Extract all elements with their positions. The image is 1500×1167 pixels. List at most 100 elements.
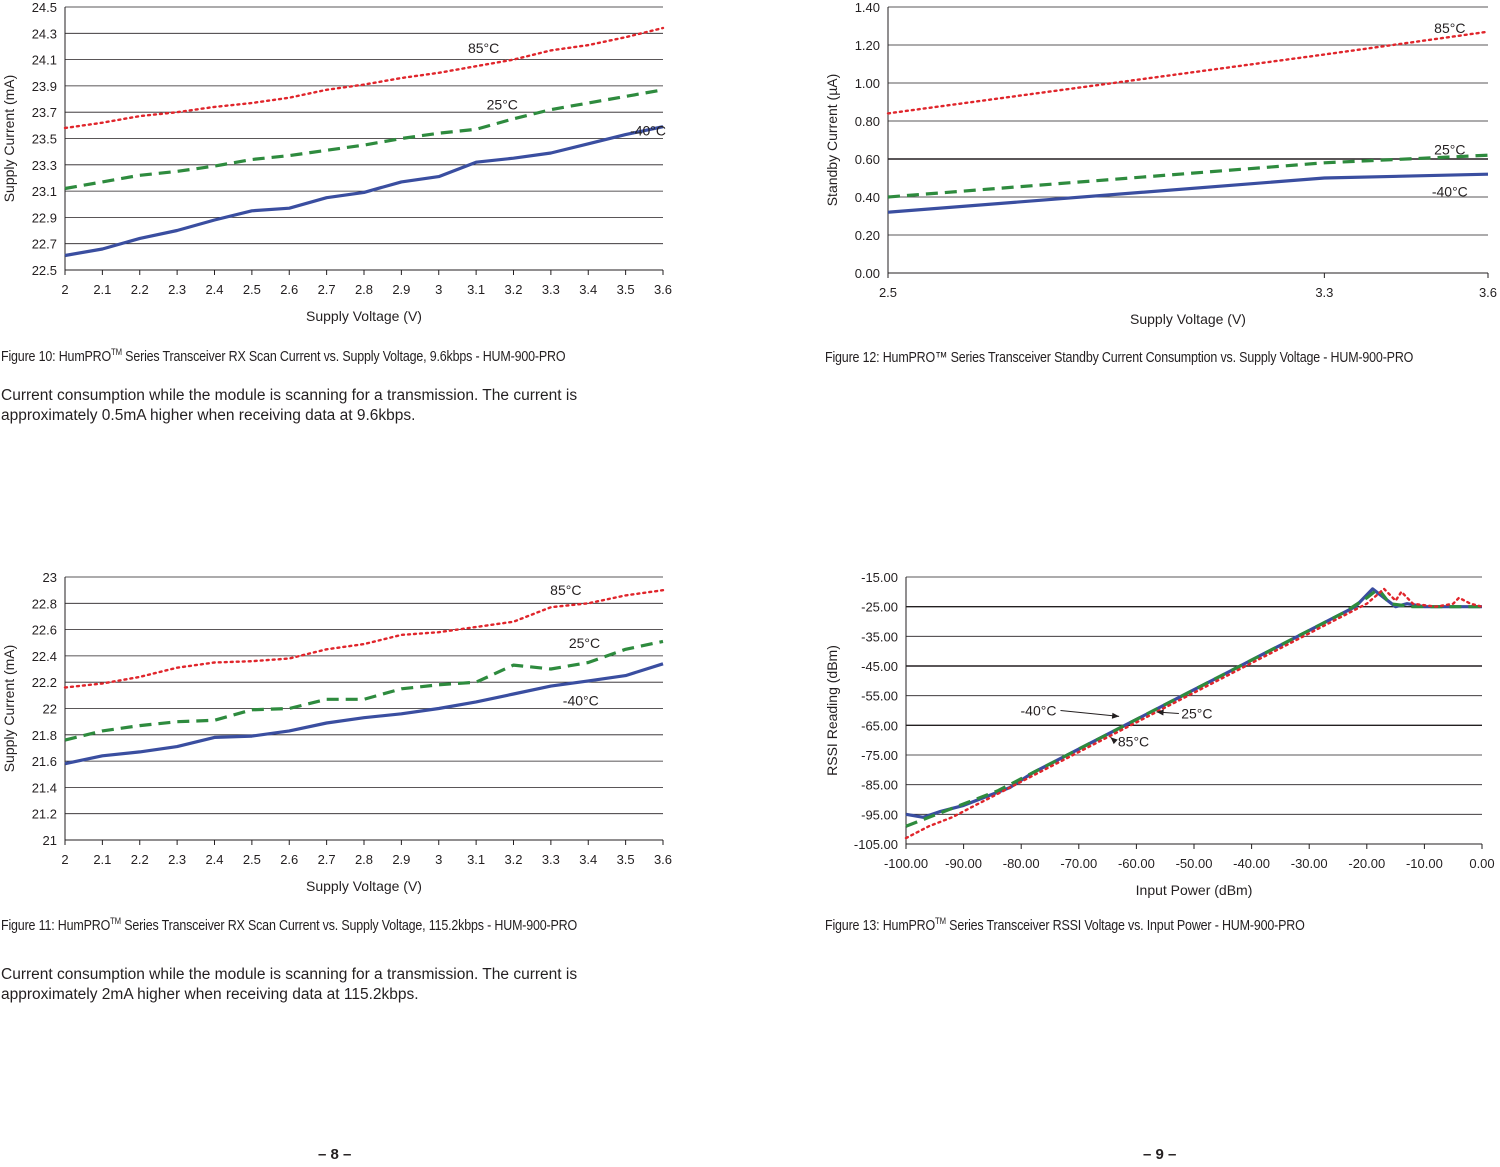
x-tick-label: 2.9 <box>392 852 410 867</box>
label-arrowhead <box>1156 709 1164 716</box>
x-tick-label: 3.3 <box>542 852 560 867</box>
x-tick-label: 2.3 <box>168 852 186 867</box>
y-tick-label: 0.40 <box>855 190 880 205</box>
x-tick-label: 0.00 <box>1469 856 1494 871</box>
y-tick-label: -25.00 <box>861 600 898 615</box>
y-tick-label: -35.00 <box>861 629 898 644</box>
series-line-dotted <box>63 26 665 130</box>
y-tick-label: 22.7 <box>32 237 57 252</box>
y-tick-label: 24.5 <box>32 0 57 15</box>
x-tick-label: 3.6 <box>654 282 672 297</box>
y-tick-label: 22.5 <box>32 263 57 278</box>
y-tick-label: 23.3 <box>32 158 57 173</box>
trademark-mark: TM <box>110 916 121 926</box>
x-tick-label: 2.5 <box>879 285 897 300</box>
y-tick-label: 1.40 <box>855 0 880 15</box>
x-tick-label: 3.2 <box>504 282 522 297</box>
y-tick-label: -65.00 <box>861 718 898 733</box>
page-number-left: – 8 – <box>318 1146 352 1163</box>
page-number-right: – 9 – <box>1143 1146 1177 1163</box>
x-tick-label: -40.00 <box>1233 856 1270 871</box>
x-tick-label: 3.3 <box>542 282 560 297</box>
series-label: -40°C <box>630 123 666 139</box>
x-axis-title: Supply Voltage (V) <box>306 878 422 894</box>
series-line-solid <box>64 662 664 766</box>
y-tick-label: 1.00 <box>855 76 880 91</box>
caption-fig11-text-2: Series Transceiver RX Scan Current vs. S… <box>120 917 578 934</box>
x-tick-label: 3.4 <box>579 282 597 297</box>
x-tick-label: 3.5 <box>617 852 635 867</box>
series-line-dotted <box>904 587 1484 840</box>
series-line-solid <box>64 125 664 258</box>
trademark-mark: TM <box>935 916 946 926</box>
x-tick-label: 3.3 <box>1315 285 1333 300</box>
y-axis-title: Supply Current (mA) <box>1 75 17 203</box>
caption-fig13-text-2: Series Transceiver RSSI Voltage vs. Inpu… <box>945 917 1305 934</box>
series-line-dotted <box>886 30 1490 115</box>
x-tick-label: 3.5 <box>617 282 635 297</box>
series-label: 85°C <box>550 582 581 598</box>
x-tick-label: 2 <box>61 852 68 867</box>
y-tick-label: 23.9 <box>32 79 57 94</box>
trademark-mark: TM <box>111 347 122 357</box>
series-line-dashed <box>887 153 1489 199</box>
series-line-solid <box>887 172 1489 214</box>
y-tick-label: 22 <box>43 702 57 717</box>
x-tick-label: 2.1 <box>93 282 111 297</box>
y-tick-label: 22.8 <box>32 596 57 611</box>
y-tick-label: 24.3 <box>32 26 57 41</box>
x-tick-label: 2.8 <box>355 852 373 867</box>
series-label: -40°C <box>1432 183 1468 199</box>
y-tick-label: 22.2 <box>32 675 57 690</box>
x-tick-label: 2.5 <box>243 282 261 297</box>
caption-fig10-text-2: Series Transceiver RX Scan Current vs. S… <box>121 348 566 365</box>
chart-fig13: -105.00 -95.00 -85.00 -75.00 -65.00 -55.00 -45… <box>824 570 1495 898</box>
x-tick-label: 2.4 <box>205 852 223 867</box>
x-axis-title: Input Power (dBm) <box>1136 882 1253 898</box>
y-tick-label: 0.00 <box>855 266 880 281</box>
x-tick-label: -50.00 <box>1176 856 1213 871</box>
y-tick-label: -85.00 <box>861 778 898 793</box>
caption-fig13: Figure 13: HumPROTM Series Transceiver R… <box>825 916 1305 934</box>
y-tick-label: -15.00 <box>861 570 898 585</box>
x-axis-title: Supply Voltage (V) <box>306 308 422 324</box>
y-tick-label: 21.2 <box>32 807 57 822</box>
series-label: 85°C <box>1118 734 1149 750</box>
caption-fig12: Figure 12: HumPRO™ Series Transceiver St… <box>825 350 1414 366</box>
y-tick-label: -45.00 <box>861 659 898 674</box>
x-tick-label: 3 <box>435 852 442 867</box>
caption-fig13-text: Figure 13: HumPRO <box>825 917 936 934</box>
x-tick-label: -60.00 <box>1118 856 1155 871</box>
y-tick-label: 21 <box>43 833 57 848</box>
y-tick-label: 24.1 <box>32 53 57 68</box>
y-tick-label: 22.6 <box>32 623 57 638</box>
caption-fig11-text: Figure 11: HumPRO <box>1 917 111 934</box>
x-tick-label: 2.8 <box>355 282 373 297</box>
y-tick-label: 22.4 <box>32 649 57 664</box>
series-line-dashed <box>64 88 664 191</box>
paragraph-1: Current consumption while the module is … <box>1 387 578 424</box>
y-tick-label: -75.00 <box>861 748 898 763</box>
x-tick-label: 3.1 <box>467 282 485 297</box>
series-label: 25°C <box>1434 142 1465 158</box>
series-label: 85°C <box>468 40 499 56</box>
paragraph-2: Current consumption while the module is … <box>1 966 578 1003</box>
x-tick-label: 2.6 <box>280 852 298 867</box>
series-line-solid <box>905 587 1482 819</box>
x-tick-label: 2.2 <box>131 852 149 867</box>
caption-fig10: Figure 10: HumPROTM Series Transceiver R… <box>1 347 566 365</box>
x-tick-label: 3.4 <box>579 852 597 867</box>
x-tick-label: -90.00 <box>945 856 982 871</box>
y-tick-label: -105.00 <box>854 837 898 852</box>
x-tick-label: -20.00 <box>1348 856 1385 871</box>
y-tick-label: 0.80 <box>855 114 880 129</box>
x-tick-label: -10.00 <box>1406 856 1443 871</box>
x-tick-label: 2.7 <box>318 852 336 867</box>
x-tick-label: 2.3 <box>168 282 186 297</box>
y-tick-label: -95.00 <box>861 807 898 822</box>
series-label: 25°C <box>1181 705 1212 721</box>
y-tick-label: 21.4 <box>32 780 57 795</box>
x-tick-label: 2.4 <box>205 282 223 297</box>
y-tick-label: 21.8 <box>32 728 57 743</box>
